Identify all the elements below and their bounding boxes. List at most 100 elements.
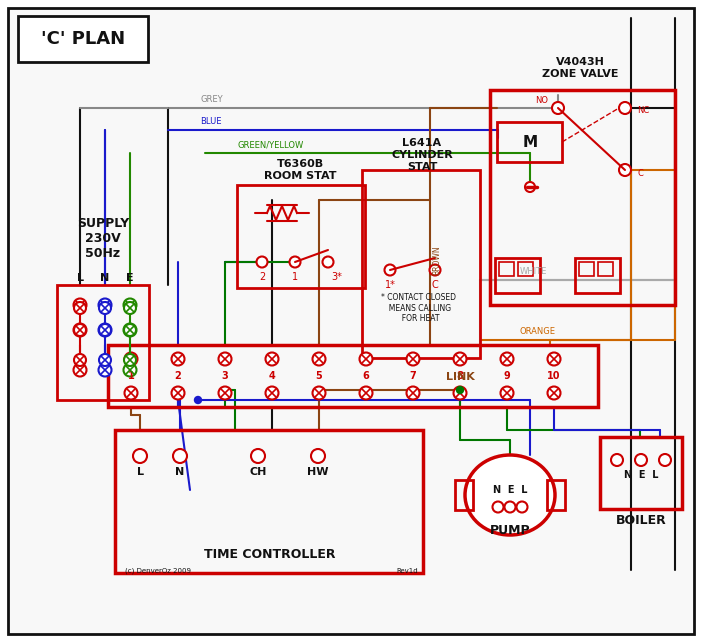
Circle shape xyxy=(505,501,515,513)
Text: 2: 2 xyxy=(259,272,265,282)
Text: 'C' PLAN: 'C' PLAN xyxy=(41,30,125,48)
Circle shape xyxy=(453,353,467,365)
Circle shape xyxy=(124,324,136,336)
Text: 3*: 3* xyxy=(331,272,342,282)
Circle shape xyxy=(74,302,86,314)
Circle shape xyxy=(265,353,279,365)
Circle shape xyxy=(548,353,560,365)
Circle shape xyxy=(74,299,86,312)
Text: HW: HW xyxy=(307,467,329,477)
Bar xyxy=(108,345,598,407)
Bar xyxy=(57,285,149,400)
Circle shape xyxy=(98,299,112,312)
Text: C: C xyxy=(432,280,438,290)
Circle shape xyxy=(124,353,138,365)
Text: BROWN: BROWN xyxy=(432,246,441,275)
Circle shape xyxy=(312,387,326,399)
Text: 10: 10 xyxy=(548,371,561,381)
Circle shape xyxy=(133,449,147,463)
Circle shape xyxy=(322,256,333,267)
Bar xyxy=(598,262,613,276)
Circle shape xyxy=(453,387,467,399)
Text: 1: 1 xyxy=(128,371,134,381)
Text: GREY: GREY xyxy=(200,95,223,104)
Ellipse shape xyxy=(465,455,555,535)
Circle shape xyxy=(406,353,420,365)
Circle shape xyxy=(124,387,138,399)
Text: 1*: 1* xyxy=(385,280,395,290)
Text: BLUE: BLUE xyxy=(200,117,222,126)
Circle shape xyxy=(124,302,136,314)
Circle shape xyxy=(74,324,86,337)
Circle shape xyxy=(501,353,513,365)
Circle shape xyxy=(74,363,86,376)
Text: T6360B
ROOM STAT: T6360B ROOM STAT xyxy=(264,159,336,181)
Text: 1: 1 xyxy=(292,272,298,282)
Bar xyxy=(490,90,675,305)
Circle shape xyxy=(312,353,326,365)
Circle shape xyxy=(194,397,201,403)
Text: L: L xyxy=(77,273,84,283)
Text: N  E  L: N E L xyxy=(624,470,658,480)
Circle shape xyxy=(124,324,136,337)
Circle shape xyxy=(525,182,535,192)
Text: 5: 5 xyxy=(316,371,322,381)
Text: BOILER: BOILER xyxy=(616,513,666,526)
Circle shape xyxy=(171,353,185,365)
Text: 6: 6 xyxy=(363,371,369,381)
Circle shape xyxy=(359,353,373,365)
Circle shape xyxy=(124,354,136,366)
Circle shape xyxy=(98,363,112,376)
Text: LINK: LINK xyxy=(446,372,475,382)
Circle shape xyxy=(173,449,187,463)
Bar xyxy=(575,258,620,293)
Bar xyxy=(455,480,473,510)
Circle shape xyxy=(611,454,623,466)
Text: M: M xyxy=(522,135,538,149)
Circle shape xyxy=(635,454,647,466)
Circle shape xyxy=(171,387,185,399)
Text: WHITE: WHITE xyxy=(520,267,548,276)
Circle shape xyxy=(99,324,111,336)
Bar xyxy=(497,122,562,162)
Text: ORANGE: ORANGE xyxy=(520,327,556,336)
Circle shape xyxy=(218,353,232,365)
Text: TIME CONTROLLER: TIME CONTROLLER xyxy=(204,549,336,562)
Text: C: C xyxy=(637,169,643,178)
Circle shape xyxy=(124,299,136,312)
Bar xyxy=(495,258,540,293)
Circle shape xyxy=(548,387,560,399)
Circle shape xyxy=(456,387,463,394)
Bar xyxy=(362,170,480,358)
Bar xyxy=(499,262,514,276)
Circle shape xyxy=(493,501,503,513)
Circle shape xyxy=(659,454,671,466)
Text: Rev1d: Rev1d xyxy=(397,568,418,574)
Circle shape xyxy=(99,354,111,366)
Circle shape xyxy=(619,102,631,114)
Text: SUPPLY
230V
50Hz: SUPPLY 230V 50Hz xyxy=(77,217,129,260)
Bar xyxy=(579,262,594,276)
Text: CH: CH xyxy=(249,467,267,477)
Circle shape xyxy=(619,164,631,176)
Circle shape xyxy=(74,354,86,366)
Text: NO: NO xyxy=(535,96,548,105)
Circle shape xyxy=(311,449,325,463)
Text: N: N xyxy=(176,467,185,477)
Text: NC: NC xyxy=(637,106,649,115)
Bar xyxy=(237,185,365,288)
Circle shape xyxy=(517,501,527,513)
Text: (c) DenverOz 2009: (c) DenverOz 2009 xyxy=(125,568,191,574)
Circle shape xyxy=(501,387,513,399)
Circle shape xyxy=(124,363,136,376)
Text: N  E  L: N E L xyxy=(493,485,527,495)
Circle shape xyxy=(406,387,420,399)
Text: E: E xyxy=(126,273,134,283)
Circle shape xyxy=(359,387,373,399)
Text: N: N xyxy=(100,273,110,283)
Text: PUMP: PUMP xyxy=(490,524,530,537)
Circle shape xyxy=(430,265,440,276)
Text: 3: 3 xyxy=(222,371,228,381)
Circle shape xyxy=(74,324,86,336)
Bar xyxy=(18,16,148,62)
